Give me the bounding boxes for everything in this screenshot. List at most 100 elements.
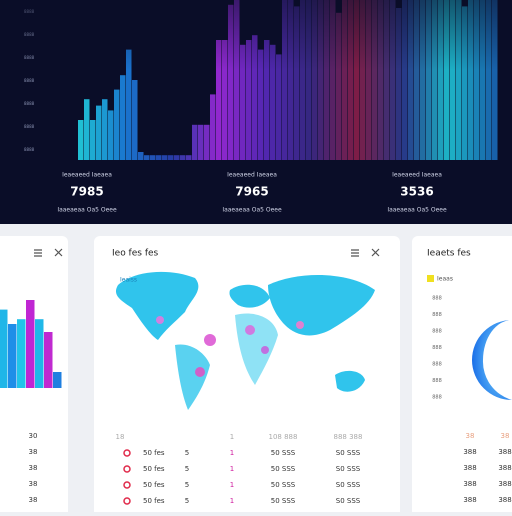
- y-tick-label: 8888: [24, 147, 35, 152]
- bar: [234, 0, 240, 160]
- bar: [258, 49, 264, 160]
- table-cell: 50 SSS: [271, 481, 296, 489]
- bar: [432, 0, 438, 160]
- bar: [174, 155, 180, 160]
- bar: [252, 35, 258, 161]
- stat-sub: Iaaeaeaa Oa5 Oeee: [387, 207, 447, 214]
- card-title: Ieo fes fes: [112, 249, 159, 259]
- table-cell: 50 SSS: [271, 449, 296, 457]
- bar: [132, 80, 138, 160]
- bar: [324, 0, 330, 160]
- y-tick-label: 888: [432, 378, 442, 384]
- bar: [210, 94, 216, 160]
- bar: [408, 0, 414, 160]
- stat-value: 7985: [70, 185, 103, 199]
- row-value: 388: [463, 464, 476, 472]
- row-value: 38: [29, 480, 38, 488]
- y-tick-label: 888: [432, 296, 442, 302]
- bar: [342, 0, 348, 160]
- bar: [276, 54, 282, 160]
- y-tick-label: 8888: [24, 124, 35, 129]
- bar: [35, 319, 44, 388]
- world-map: [115, 271, 375, 410]
- card-title: Ieaets fes: [427, 249, 471, 259]
- bar: [414, 0, 420, 160]
- bar: [180, 155, 186, 160]
- table-cell: 108 888: [269, 433, 298, 441]
- bar: [264, 40, 270, 160]
- table-cell: 1: [230, 481, 234, 489]
- bar: [204, 124, 210, 160]
- bar: [126, 49, 132, 160]
- y-tick-label: 888: [432, 362, 442, 368]
- row-value: 30: [29, 432, 38, 440]
- bar: [486, 0, 492, 160]
- stat-sub: Iaaeaeaa Oa5 Oeee: [57, 207, 117, 214]
- bar: [0, 309, 8, 388]
- table-cell: 50 fes: [143, 449, 165, 457]
- bar: [312, 0, 318, 160]
- bar: [96, 105, 102, 160]
- bar: [492, 0, 498, 160]
- bar: [53, 372, 62, 388]
- bar: [468, 0, 474, 160]
- bar: [114, 89, 120, 160]
- bar: [378, 0, 384, 160]
- bar: [462, 6, 468, 161]
- bar: [192, 124, 198, 160]
- bar: [360, 0, 366, 160]
- bar: [354, 0, 360, 160]
- table-cell: 1: [230, 465, 234, 473]
- stat-value: 7965: [235, 185, 268, 199]
- table-cell: 5: [185, 465, 189, 473]
- table-cell: 50 SSS: [271, 497, 296, 505]
- bar: [168, 155, 174, 160]
- bar: [480, 0, 486, 160]
- table-cell: S0 SSS: [336, 465, 361, 473]
- bar: [222, 40, 228, 160]
- card-icons: [34, 248, 380, 257]
- bar: [336, 12, 342, 160]
- bar: [216, 40, 222, 160]
- bar: [120, 75, 126, 160]
- row-value: 38: [29, 464, 38, 472]
- bar: [78, 120, 84, 160]
- bar: [456, 0, 462, 160]
- bar: [102, 99, 108, 160]
- y-tick-label: 8888: [24, 78, 35, 83]
- bar: [384, 0, 390, 160]
- table-cell: 5: [185, 481, 189, 489]
- row-value: 388: [498, 464, 511, 472]
- table-cell: 5: [185, 449, 189, 457]
- bar: [396, 8, 402, 160]
- row-value: 388: [498, 448, 511, 456]
- pie-chart: [472, 320, 512, 400]
- stat-sub: Iaaeaeaa Oa5 Oeee: [222, 207, 282, 214]
- bar: [84, 99, 90, 160]
- bar: [228, 4, 234, 160]
- bar: [282, 0, 288, 160]
- bar: [306, 0, 312, 160]
- bar: [372, 0, 378, 160]
- bar: [318, 0, 324, 160]
- stat-label: Ieaeaeed Iaeaea: [392, 172, 442, 179]
- y-tick-label: 888: [432, 312, 442, 318]
- bar: [390, 0, 396, 160]
- table-cell: 1: [230, 497, 234, 505]
- top-fade: [0, 0, 512, 70]
- bar: [366, 0, 372, 160]
- bar: [108, 110, 114, 160]
- row-value: 388: [498, 496, 511, 504]
- y-tick-label: 8888: [24, 101, 35, 106]
- table-cell: S0 SSS: [336, 449, 361, 457]
- table-cell: 1: [230, 449, 234, 457]
- y-tick-label: 888: [432, 345, 442, 351]
- y-tick-label: 888: [432, 329, 442, 335]
- bar: [138, 152, 144, 160]
- bar: [186, 155, 192, 160]
- row-value: 388: [463, 480, 476, 488]
- bar: [444, 0, 450, 160]
- bar: [450, 0, 456, 160]
- stat-label: Ieaeaeed Iaeaea: [227, 172, 277, 179]
- table-cell: 5: [185, 497, 189, 505]
